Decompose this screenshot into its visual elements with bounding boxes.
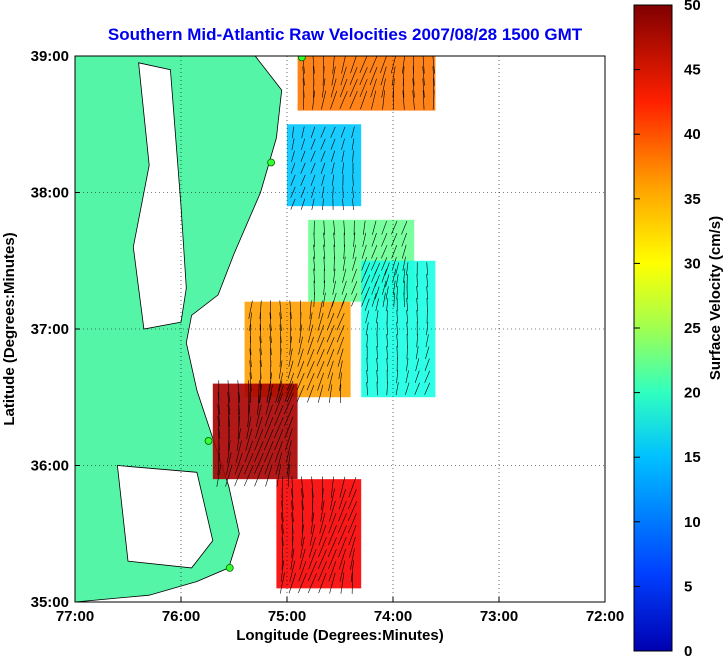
x-tick-label: 76:00 (162, 608, 200, 625)
colorbar-tick-label: 30 (684, 255, 701, 272)
y-axis: 39:00 38:00 37:00 36:00 35:00 (31, 48, 80, 611)
x-tick-label: 75:00 (268, 608, 306, 625)
x-tick-label: 73:00 (480, 608, 518, 625)
grid-lines (75, 56, 605, 602)
x-axis-label: Longitude (Degrees:Minutes) (236, 627, 444, 644)
colorbar-tick-label: 45 (684, 62, 701, 79)
chart-title: Southern Mid-Atlantic Raw Velocities 200… (108, 25, 583, 44)
x-axis: 77:00 76:00 75:00 74:00 73:00 72:00 (56, 597, 624, 625)
station-marker-1 (297, 56, 306, 62)
colorbar-label: Surface Velocity (cm/s) (707, 216, 724, 380)
colorbar: 0 5 10 15 20 25 30 35 40 45 50 Surface Velocity (c… (633, 0, 724, 659)
colorbar-tick-label: 15 (684, 449, 701, 466)
colorbar-ticks: 0 5 10 15 20 25 30 35 40 45 50 (634, 0, 701, 659)
velocity-patch-hatteras-south (276, 479, 362, 589)
x-tick-label: 74:00 (374, 608, 412, 625)
velocity-patch-north-shelf (297, 56, 436, 111)
velocity-patch-offshore-east (361, 260, 436, 398)
colorbar-tick-label: 10 (684, 514, 701, 531)
station-marker-2 (267, 158, 276, 167)
colorbar-gradient (633, 4, 673, 652)
colorbar-tick-label: 40 (684, 126, 701, 143)
colorbar-tick-label: 5 (684, 578, 692, 595)
colorbar-tick-label: 35 (684, 191, 701, 208)
x-tick-label: 77:00 (56, 608, 94, 625)
chesapeake-bay (132, 62, 187, 330)
station-markers (204, 56, 306, 572)
colorbar-tick-label: 20 (684, 385, 701, 402)
station-marker-3 (204, 437, 213, 445)
velocity-field (212, 56, 436, 589)
land-mass (75, 56, 283, 602)
x-tick-label: 72:00 (586, 608, 624, 625)
colorbar-tick-label: 0 (684, 643, 692, 659)
station-marker-4 (225, 563, 234, 572)
y-tick-label: 35:00 (31, 594, 69, 611)
y-tick-label: 39:00 (31, 48, 69, 65)
pamlico-sound (116, 465, 214, 569)
velocity-patch-hatteras-north (212, 383, 298, 480)
velocity-vectors (216, 56, 435, 594)
y-tick-label: 37:00 (31, 321, 69, 338)
y-axis-label: Latitude (Degrees:Minutes) (1, 232, 18, 425)
colorbar-tick-label: 25 (684, 320, 701, 337)
coastline (75, 56, 283, 602)
y-tick-label: 38:00 (31, 185, 69, 202)
plot-area (75, 56, 605, 602)
velocity-patch-chesapeake-mouth (244, 301, 351, 398)
y-tick-label: 36:00 (31, 458, 69, 475)
colorbar-tick-label: 50 (684, 0, 701, 14)
